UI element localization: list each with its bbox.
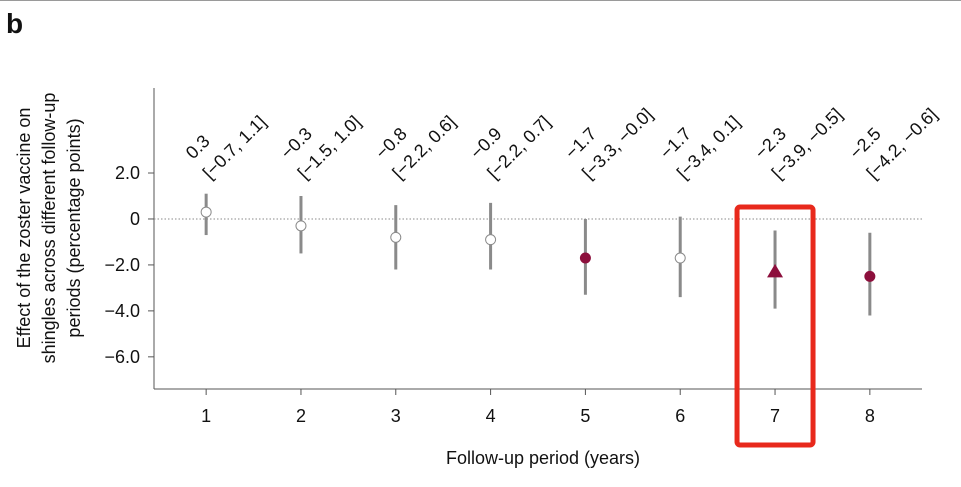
point-marker-open <box>200 206 212 218</box>
x-tick-label: 3 <box>391 406 401 426</box>
point-marker-open <box>390 231 402 243</box>
top-divider <box>0 0 961 1</box>
y-tick-label: −4.0 <box>104 301 140 321</box>
panel-label: b <box>6 8 24 39</box>
point-marker-open <box>295 220 307 232</box>
x-tick-label: 1 <box>201 406 211 426</box>
x-tick-label: 2 <box>296 406 306 426</box>
point-marker-open <box>674 252 686 264</box>
highlight-box <box>734 204 816 448</box>
x-tick-label: 7 <box>770 406 780 426</box>
y-axis: 2.0 0 −2.0 −4.0 −6.0 <box>104 88 155 389</box>
y-axis-title-line: periods (percentage points) <box>64 118 84 337</box>
y-tick-label: −2.0 <box>104 255 140 275</box>
y-tick-label: 0 <box>130 209 140 229</box>
x-axis-title: Follow-up period (years) <box>446 448 640 468</box>
y-axis-title: Effect of the zoster vaccine on shingles … <box>14 93 84 364</box>
x-tick-label: 5 <box>580 406 590 426</box>
y-axis-title-line: shingles across different follow-up <box>39 93 59 364</box>
point-marker-filled <box>864 270 876 282</box>
x-tick-label: 4 <box>486 406 496 426</box>
y-tick-label: −6.0 <box>104 347 140 367</box>
y-tick-label: 2.0 <box>115 163 140 183</box>
x-axis: 1 2 3 4 5 6 7 8 <box>154 388 922 426</box>
point-marker-open <box>485 234 497 246</box>
y-axis-title-line: Effect of the zoster vaccine on <box>14 108 34 349</box>
point-marker-triangle <box>767 263 784 278</box>
data-marks <box>200 193 876 316</box>
x-tick-label: 6 <box>675 406 685 426</box>
x-tick-label: 8 <box>865 406 875 426</box>
point-marker-filled <box>579 252 591 264</box>
value-annotations: 0.3[−0.7, 1.1] −0.3[−1.5, 1.0] −0.8[−2.2, … <box>182 104 941 183</box>
